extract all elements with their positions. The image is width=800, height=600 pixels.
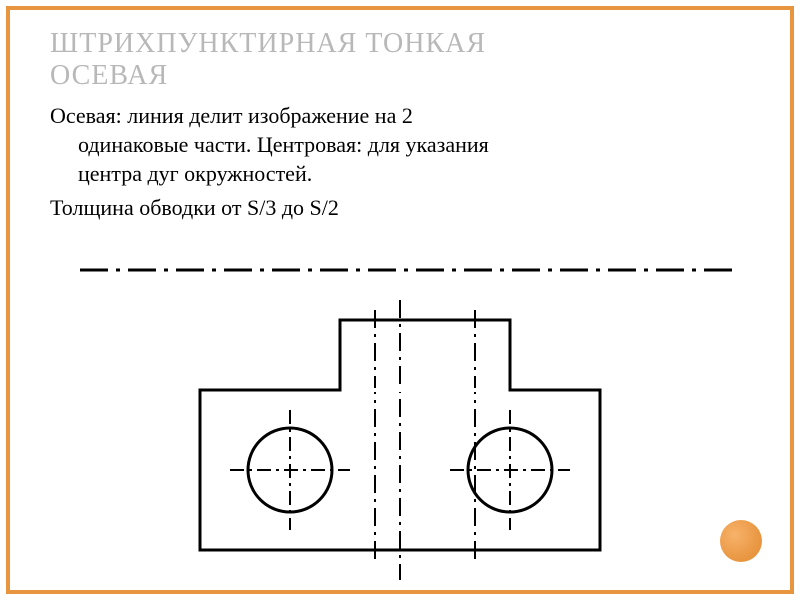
- slide-content: ШТРИХПУНКТИРНАЯ ТОНКАЯ ОСЕВАЯ Осевая: ли…: [10, 10, 790, 239]
- body-text: Осевая: линия делит изображение на 2 оди…: [50, 102, 750, 222]
- corner-ornament-icon: [720, 520, 762, 562]
- diagram-svg: [80, 260, 740, 590]
- para1: Осевая: линия делит изображение на 2 оди…: [50, 102, 750, 188]
- para2: Толщина обводки от S/3 до S/2: [50, 194, 750, 223]
- diagram: [80, 260, 740, 580]
- title-line-1: ШТРИХПУНКТИРНАЯ ТОНКАЯ: [50, 28, 486, 59]
- p1l2: одинаковые части. Центровая: для указани…: [50, 132, 489, 157]
- slide-frame: ШТРИХПУНКТИРНАЯ ТОНКАЯ ОСЕВАЯ Осевая: ли…: [6, 6, 794, 594]
- slide-title: ШТРИХПУНКТИРНАЯ ТОНКАЯ ОСЕВАЯ: [50, 28, 750, 92]
- title-line-2: ОСЕВАЯ: [50, 60, 168, 91]
- p1l1: Осевая: линия делит изображение на 2: [50, 103, 413, 128]
- p1l3: центра дуг окружностей.: [50, 161, 312, 186]
